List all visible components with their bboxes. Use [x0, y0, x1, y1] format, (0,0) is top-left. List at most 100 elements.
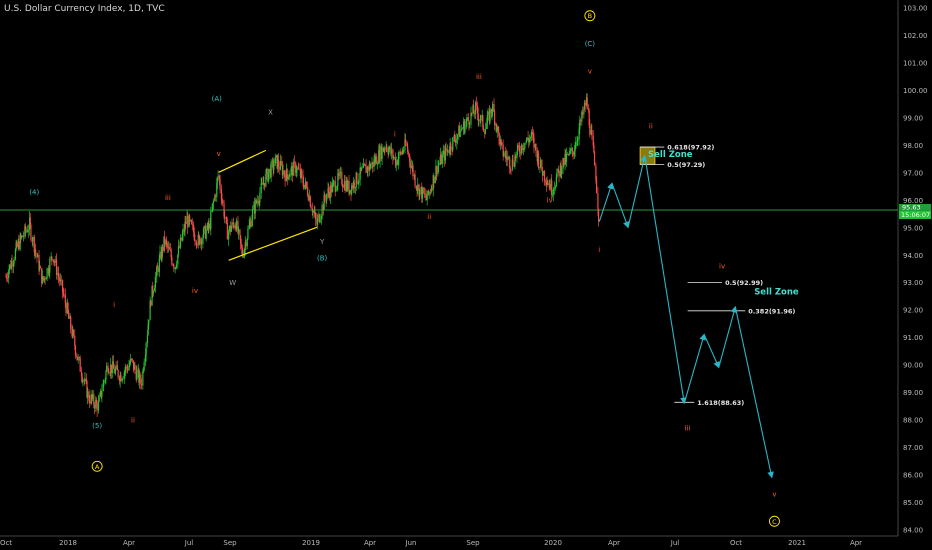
candle-body [152, 285, 154, 294]
candle-body [226, 217, 228, 223]
candle-body [332, 181, 334, 184]
candle-body [382, 147, 385, 152]
wave-label: (A) [212, 95, 223, 103]
candle-body [440, 154, 442, 165]
candle-body [432, 175, 434, 191]
candle-body [183, 228, 185, 232]
candle-body [128, 365, 130, 371]
candle-body [45, 278, 48, 280]
candle-body [146, 335, 149, 344]
candle-body [509, 157, 511, 169]
wave-label: iii [476, 73, 482, 81]
candle-body [166, 243, 168, 248]
candle-body [559, 164, 561, 177]
candle-body [571, 148, 574, 152]
candle-body [82, 380, 84, 382]
candle-body [362, 167, 364, 169]
candle-body [480, 115, 482, 121]
candle-body [597, 208, 600, 222]
candle-body [147, 324, 149, 336]
candle-body [57, 272, 60, 278]
candle-body [96, 402, 98, 411]
candle-body [543, 171, 546, 181]
candle-body [378, 150, 380, 164]
candle-body [27, 229, 29, 232]
candle-body [279, 161, 282, 170]
candle-body [505, 156, 508, 160]
candle-body [511, 159, 513, 170]
candle-body [515, 155, 517, 159]
wave-label: iii [685, 425, 691, 433]
candle-body [556, 168, 558, 177]
candle-body [184, 221, 186, 232]
candle-body [203, 225, 205, 229]
candle-body [48, 272, 50, 274]
candle-body [523, 148, 525, 150]
candle-body [319, 219, 321, 223]
candle-body [472, 105, 474, 114]
candle-body [456, 138, 458, 143]
candle-body [281, 165, 284, 176]
candle-body [144, 355, 147, 362]
candle-body [148, 320, 150, 325]
candle-body [477, 113, 479, 121]
candle-body [174, 268, 176, 269]
candle-body [163, 236, 165, 251]
candle-body [161, 246, 163, 260]
x-tick-label: Oct [0, 539, 12, 547]
candle-body [353, 181, 355, 189]
candle-body [143, 361, 145, 371]
candle-body [291, 165, 294, 176]
candle-body [296, 167, 298, 171]
candle-body [567, 153, 569, 155]
candle-body [77, 357, 79, 360]
candle-body [342, 186, 344, 188]
candle-body [99, 391, 102, 396]
candle-body [287, 174, 289, 180]
candle-body [150, 300, 152, 306]
candle-body [251, 208, 254, 220]
candle-body [22, 235, 24, 238]
candle-body [344, 181, 346, 192]
candle-body [90, 395, 92, 404]
candle-body [305, 181, 307, 185]
candle-body [295, 170, 297, 173]
candle-body [137, 369, 139, 372]
y-tick-label: 100.00 [903, 87, 928, 95]
candle-body [496, 126, 498, 132]
candle-body [19, 235, 21, 250]
candle-body [481, 115, 483, 117]
candle-body [499, 139, 502, 145]
candle-body [400, 152, 402, 155]
candle-body [516, 151, 518, 159]
candle-body [108, 372, 110, 374]
candle-body [421, 186, 423, 199]
candle-body [219, 179, 221, 190]
candle-body [376, 163, 378, 165]
y-tick-label: 86.00 [903, 472, 923, 480]
chart-title: U.S. Dollar Currency Index, 1D, TVC [4, 4, 165, 14]
candle-body [277, 159, 279, 169]
candle-body [228, 225, 230, 232]
candle-body [309, 196, 311, 207]
candle-body [105, 371, 107, 380]
candle-body [376, 156, 378, 164]
candle-body [437, 165, 439, 175]
candle-body [28, 217, 31, 230]
x-tick-label: Apr [364, 539, 376, 547]
candle-body [154, 276, 156, 288]
wave-circle-label: C [772, 518, 777, 526]
candle-body [392, 149, 394, 158]
candle-body [321, 204, 323, 216]
candle-body [89, 401, 91, 404]
candle-body [191, 220, 193, 224]
candle-body [272, 161, 274, 170]
candle-body [245, 242, 247, 247]
candle-body [20, 235, 22, 239]
candle-body [138, 374, 141, 383]
candle-body [532, 132, 534, 135]
candle-body [212, 203, 214, 210]
candle-body [576, 141, 578, 143]
candle-body [263, 183, 266, 187]
